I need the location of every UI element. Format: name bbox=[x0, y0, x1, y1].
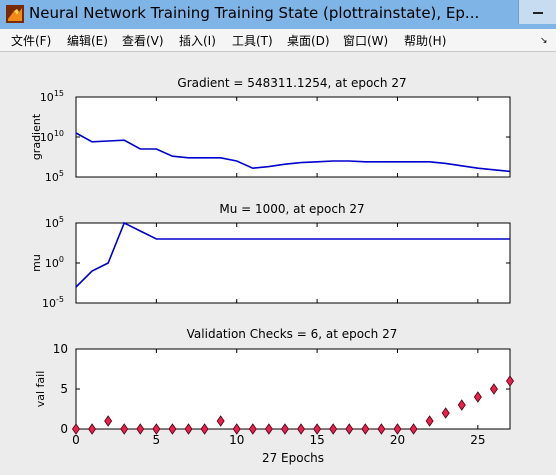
data-point-marker bbox=[72, 423, 80, 435]
x-tick-label: 20 bbox=[390, 433, 405, 447]
data-point-marker bbox=[345, 423, 354, 435]
mu-panel: Mu = 1000, at epoch 27 105 100 10-5 mu bbox=[30, 202, 511, 310]
data-point-marker bbox=[248, 423, 257, 435]
data-point-marker bbox=[457, 399, 466, 411]
data-point-marker bbox=[473, 391, 482, 403]
gradient-ytick-top: 1015 bbox=[40, 89, 64, 104]
mu-title: Mu = 1000, at epoch 27 bbox=[219, 202, 364, 216]
data-point-marker bbox=[264, 423, 273, 435]
data-point-marker bbox=[200, 423, 209, 435]
x-tick-label: 15 bbox=[309, 433, 324, 447]
y-tick-label: 0 bbox=[60, 422, 68, 436]
val-series bbox=[72, 375, 514, 435]
mu-ticks bbox=[75, 222, 510, 304]
data-point-marker bbox=[120, 423, 129, 435]
val-plot-area[interactable] bbox=[75, 348, 511, 430]
data-point-marker bbox=[168, 423, 177, 435]
mu-plot-area[interactable] bbox=[75, 222, 511, 304]
data-point-marker bbox=[361, 423, 370, 435]
data-point-marker bbox=[88, 423, 97, 435]
data-point-marker bbox=[232, 423, 241, 435]
gradient-ticks bbox=[75, 96, 510, 178]
x-tick-label: 25 bbox=[470, 433, 485, 447]
mu-ytick-mid: 100 bbox=[45, 255, 64, 270]
x-tick-label: 10 bbox=[229, 433, 244, 447]
data-point-marker bbox=[152, 423, 161, 435]
data-point-marker bbox=[393, 423, 402, 435]
data-point-marker bbox=[329, 423, 338, 435]
data-point-marker bbox=[377, 423, 386, 435]
menu-desktop[interactable]: 桌面(D) bbox=[287, 34, 330, 48]
gradient-plot-area[interactable] bbox=[75, 96, 511, 178]
menu-window[interactable]: 窗口(W) bbox=[343, 34, 389, 48]
series-line bbox=[75, 221, 510, 288]
y-tick-label: 10 bbox=[53, 342, 68, 356]
title-bar: Neural Network Training Training State (… bbox=[0, 0, 556, 29]
data-point-marker bbox=[297, 423, 306, 435]
val-title: Validation Checks = 6, at epoch 27 bbox=[187, 327, 398, 341]
matlab-icon bbox=[6, 5, 24, 23]
gradient-ylabel: gradient bbox=[30, 113, 43, 160]
gradient-ytick-mid: 1010 bbox=[40, 129, 64, 144]
menu-file[interactable]: 文件(F) bbox=[11, 34, 52, 48]
data-point-marker bbox=[216, 415, 225, 427]
figure-area: Gradient = 548311.1254, at epoch 27 1015… bbox=[0, 52, 556, 471]
y-tick-label: 5 bbox=[60, 382, 68, 396]
window-title: Neural Network Training Training State (… bbox=[29, 4, 480, 22]
data-point-marker bbox=[184, 423, 193, 435]
data-point-marker bbox=[441, 407, 450, 419]
menu-bar: 文件(F) 编辑(E) 查看(V) 插入(I) 工具(T) 桌面(D) 窗口(W… bbox=[0, 29, 556, 52]
gradient-title: Gradient = 548311.1254, at epoch 27 bbox=[177, 76, 406, 90]
menu-view[interactable]: 查看(V) bbox=[122, 34, 164, 48]
menu-tools[interactable]: 工具(T) bbox=[232, 34, 273, 48]
val-ticks: 0 5 10 0 5 10 15 20 25 bbox=[53, 342, 510, 447]
mu-ytick-top: 105 bbox=[45, 215, 64, 230]
data-point-marker bbox=[425, 415, 434, 427]
minimize-button[interactable] bbox=[518, 0, 556, 24]
minimize-icon bbox=[533, 12, 543, 14]
val-panel: Validation Checks = 6, at epoch 27 val f… bbox=[34, 327, 514, 465]
x-tick-label: 0 bbox=[72, 433, 80, 447]
data-point-marker bbox=[489, 383, 498, 395]
data-point-marker bbox=[506, 375, 514, 387]
gradient-ytick-bottom: 105 bbox=[45, 169, 64, 184]
mu-ytick-bottom: 10-5 bbox=[42, 295, 64, 310]
series-line bbox=[75, 132, 511, 173]
mu-ylabel: mu bbox=[30, 254, 43, 272]
data-point-marker bbox=[409, 423, 418, 435]
menu-insert[interactable]: 插入(I) bbox=[179, 34, 216, 48]
x-tick-label: 5 bbox=[153, 433, 161, 447]
gradient-panel: Gradient = 548311.1254, at epoch 27 1015… bbox=[30, 76, 511, 184]
menu-help[interactable]: 帮助(H) bbox=[404, 34, 447, 48]
val-ylabel: val fail bbox=[34, 371, 47, 408]
gradient-series bbox=[75, 132, 511, 173]
menu-overflow-icon[interactable]: ↘ bbox=[540, 36, 548, 46]
data-point-marker bbox=[104, 415, 113, 427]
mu-series bbox=[75, 221, 510, 288]
data-point-marker bbox=[136, 423, 145, 435]
val-xlabel: 27 Epochs bbox=[262, 451, 324, 465]
data-point-marker bbox=[280, 423, 289, 435]
data-point-marker bbox=[313, 423, 322, 435]
menu-edit[interactable]: 编辑(E) bbox=[67, 34, 108, 48]
training-state-plots: Gradient = 548311.1254, at epoch 27 1015… bbox=[30, 76, 514, 465]
